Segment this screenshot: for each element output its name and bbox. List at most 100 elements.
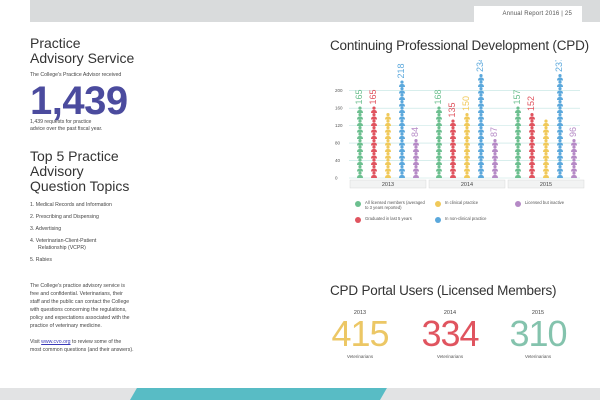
person-icon-body (399, 103, 405, 107)
person-icon-head (493, 145, 497, 149)
person-icon-body (399, 161, 405, 165)
person-icon-head (451, 145, 455, 149)
person-icon-body (385, 174, 391, 178)
person-icon-head (437, 126, 441, 130)
person-icon-body (413, 174, 419, 178)
person-icon-head (558, 145, 562, 149)
person-icon-body (371, 129, 377, 133)
bar-value-label: 165 (368, 89, 378, 104)
person-icon-body (543, 174, 549, 178)
portal-2014: 2014 334 Veterinarians (410, 310, 490, 359)
person-icon-head (493, 158, 497, 162)
person-icon-body (464, 148, 470, 152)
person-icon-body (557, 155, 563, 159)
bar-value-label: 218 (396, 63, 406, 78)
person-icon-body (357, 174, 363, 178)
person-icon-head (479, 145, 483, 149)
person-icon-head (358, 126, 362, 130)
person-icon-body (543, 148, 549, 152)
person-icon-body (436, 174, 442, 178)
portal-2015: 2015 310 Veterinarians (498, 310, 578, 359)
person-icon-head (530, 171, 534, 175)
cpd-title: Continuing Professional Development (CPD… (330, 38, 589, 53)
top-stripe-notch (0, 0, 30, 22)
person-icon-body (557, 129, 563, 133)
legend-label: Graduated in last 5 years (365, 216, 412, 221)
person-icon-head (437, 158, 441, 162)
person-icon-body (464, 116, 470, 120)
person-icon-head (516, 106, 520, 110)
bar-value-label: 84 (410, 127, 420, 137)
person-icon-body (464, 129, 470, 133)
person-icon-head (544, 145, 548, 149)
bottom-teal-stripe (130, 388, 387, 400)
person-icon-body (399, 142, 405, 146)
person-icon-head (572, 145, 576, 149)
bottom-decorative-band (0, 388, 600, 400)
person-icon-body (478, 103, 484, 107)
x-category-label: 2015 (540, 182, 552, 188)
person-icon-body (385, 116, 391, 120)
topics-list: 1. Medical Records and Information 2. Pre… (30, 202, 165, 264)
person-icon-head (465, 132, 469, 136)
person-icon-head (479, 165, 483, 169)
person-icon-head (530, 132, 534, 136)
portal-unit: Veterinarians (436, 354, 464, 359)
person-icon-head (479, 171, 483, 175)
person-icon-body (571, 174, 577, 178)
person-icon-head (437, 113, 441, 117)
person-icon-head (437, 119, 441, 123)
legend-label: In non-clinical practice (445, 216, 487, 221)
person-icon-head (558, 106, 562, 110)
person-icon-body (436, 142, 442, 146)
person-icon-body (385, 155, 391, 159)
person-icon-body (478, 142, 484, 146)
person-icon-head (465, 165, 469, 169)
person-icon-body (385, 161, 391, 165)
person-icon-body (436, 129, 442, 133)
person-icon-body (543, 168, 549, 172)
legend-item: All licensed members (averaged to 3 year… (355, 200, 425, 210)
person-icon-body (450, 161, 456, 165)
person-icon-head (400, 139, 404, 143)
person-icon-body (399, 96, 405, 100)
bar-value-label: 150 (461, 96, 471, 111)
person-icon-head (465, 145, 469, 149)
person-icon-head (493, 139, 497, 143)
person-icon-head (516, 152, 520, 156)
left-column: Practice Advisory Service The College's … (30, 36, 165, 354)
person-icon-head (530, 165, 534, 169)
person-icon-head (479, 93, 483, 97)
person-icon-body (478, 174, 484, 178)
portal-value: 310 (509, 313, 567, 354)
person-icon-body (478, 109, 484, 113)
person-icon-head (558, 171, 562, 175)
person-icon-head (558, 113, 562, 117)
person-icon-head (479, 132, 483, 136)
person-icon-body (515, 116, 521, 120)
person-icon-head (372, 113, 376, 117)
person-icon-head (493, 171, 497, 175)
person-icon-head (544, 119, 548, 123)
person-icon-head (358, 165, 362, 169)
topic-text: 5. Rabies (30, 257, 52, 263)
legend-item: Licensed but inactive (515, 200, 585, 207)
practice-title-line1: Practice (30, 35, 81, 51)
person-icon-body (399, 155, 405, 159)
person-icon-body (478, 77, 484, 81)
cvo-link[interactable]: www.cvo.org (41, 339, 71, 345)
year-axis-band (349, 179, 427, 189)
person-icon-body (450, 148, 456, 152)
person-icon-body (436, 148, 442, 152)
about-lines: The College's practice advisory service … (30, 282, 165, 330)
bar-value-label: 87 (489, 127, 499, 137)
person-icon-body (464, 142, 470, 146)
person-icon-body (385, 142, 391, 146)
person-icon-body (357, 116, 363, 120)
topic-text: 3. Advertising (30, 226, 62, 232)
portal-year: 2015 (531, 310, 545, 316)
person-icon-head (544, 158, 548, 162)
portal-2013: 2013 415 Veterinarians (320, 310, 400, 359)
person-icon-head (558, 158, 562, 162)
portal-title: CPD Portal Users (Licensed Members) (330, 283, 557, 298)
